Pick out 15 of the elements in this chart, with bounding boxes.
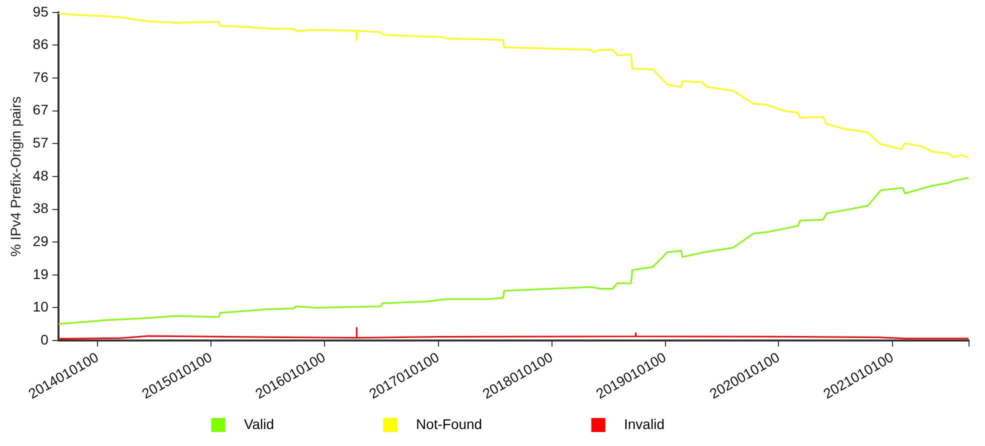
y-tick-label: 57 [32,134,49,151]
y-tick-label: 67 [32,102,49,118]
y-tick-label: 86 [32,36,49,52]
y-tick-label: 10 [32,298,49,315]
y-tick-label: 29 [32,232,49,249]
y-tick-label: 19 [32,266,49,282]
y-tick-label: 76 [32,68,49,85]
y-tick-label: 38 [32,200,49,216]
y-axis-title: % IPv4 Prefix-Origin pairs [7,96,24,257]
legend-label: Valid [232,416,372,432]
legend-label: Not-Found [404,416,580,432]
legend-label: Invalid [612,416,762,432]
y-tick-label: 48 [32,167,49,184]
y-tick-label: 0 [40,331,49,348]
y-tick-label: 95 [32,3,49,20]
